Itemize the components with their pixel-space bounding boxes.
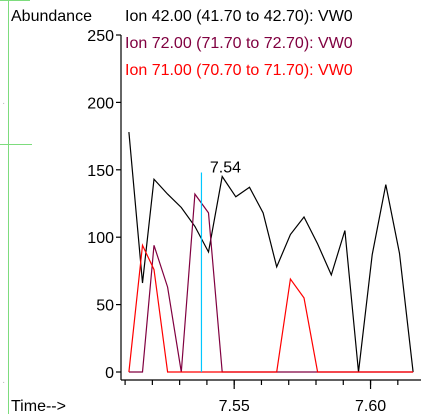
series-layer bbox=[128, 132, 414, 373]
x-tick-label: 7.60 bbox=[355, 398, 386, 414]
series-line-1 bbox=[128, 192, 414, 373]
y-axis-title: Abundance bbox=[11, 8, 92, 25]
peak-time-label: 7.54 bbox=[210, 159, 241, 176]
frame-dot: · bbox=[2, 98, 6, 109]
x-axis-title: Time--> bbox=[11, 398, 66, 414]
series-line-0 bbox=[128, 132, 414, 373]
y-tick-label: 250 bbox=[87, 28, 114, 45]
y-tick-label: 150 bbox=[87, 163, 114, 180]
series-line-2 bbox=[128, 243, 414, 373]
axis-layer: 0 50 100 150 200 250 7.55 7.60 bbox=[87, 28, 421, 414]
top-left-frame-line bbox=[0, 0, 30, 1]
legend-entry: Ion 42.00 (41.70 to 42.70): VW0 bbox=[125, 8, 353, 25]
y-tick-label: 50 bbox=[96, 298, 114, 315]
y-tick-label: 100 bbox=[87, 230, 114, 247]
legend-entry: Ion 72.00 (71.70 to 72.70): VW0 bbox=[125, 35, 353, 52]
left-frame-line bbox=[8, 0, 9, 414]
legend-entry: Ion 71.00 (70.70 to 71.70): VW0 bbox=[125, 62, 353, 79]
y-tick-label: 200 bbox=[87, 95, 114, 112]
x-tick-label: 7.55 bbox=[219, 398, 250, 414]
frame-dot: · bbox=[2, 377, 6, 388]
divider-frame-line bbox=[0, 144, 32, 145]
y-tick-label: 0 bbox=[105, 365, 114, 382]
